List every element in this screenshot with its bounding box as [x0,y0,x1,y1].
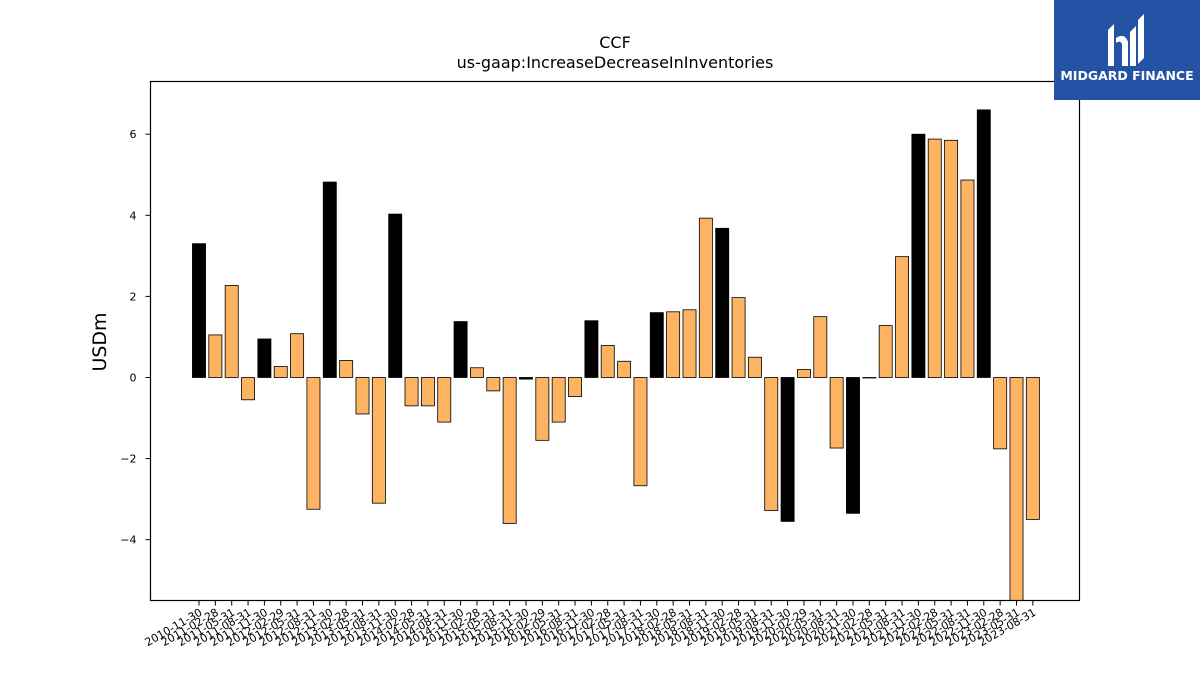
bar-2010-11-30 [192,243,206,378]
bar-2015-08-31 [502,377,517,524]
bar-2014-02-28 [404,377,419,407]
x-axis: 2010-11-302011-02-282011-05-312011-08-31… [143,600,1038,649]
bar-2011-08-31 [241,377,255,401]
bar-2012-05-31 [290,333,305,378]
chart-subtitle: us-gaap:IncreaseDecreaseInInventories [457,53,774,72]
bar-2018-02-28 [666,311,681,378]
bar-2019-08-31 [764,377,779,511]
bar-2011-02-28 [208,334,223,378]
bar-2019-05-31 [747,356,762,378]
bar-2016-08-31 [568,377,582,397]
bar-2021-11-30 [911,133,926,378]
y-tick-label: 0 [130,371,137,384]
bar-2012-02-29 [273,366,288,378]
bar-2021-08-31 [895,256,909,378]
bar-2023-05-31 [1009,377,1024,601]
bar-2019-11-30 [780,377,795,522]
y-axis: −4 −2 0 2 4 6 [120,128,151,547]
bar-2022-05-31 [944,139,959,378]
bar-2012-08-31 [306,377,321,510]
bar-2014-08-31 [437,377,452,423]
chart-title: CCF [599,33,631,52]
bar-2014-11-30 [453,321,468,378]
bar-2013-05-31 [355,377,370,415]
bar-2015-05-31 [486,377,501,392]
bar-2015-11-30 [519,377,533,380]
bar-2018-05-31 [682,309,697,378]
y-tick-label: −2 [120,453,136,466]
bar-2020-11-30 [846,377,860,514]
bar-2012-11-30 [322,181,337,378]
bar-2017-05-31 [617,360,632,378]
bar-2017-08-31 [633,377,648,487]
bar-2014-05-31 [420,377,435,407]
bar-2018-08-31 [698,217,713,378]
bar-2017-11-30 [649,312,664,378]
bar-2013-08-31 [371,377,386,504]
midgard-finance-logo: MIDGARD FINANCE [1054,0,1200,100]
bar-2023-02-28 [993,377,1008,450]
y-tick-label: 4 [130,209,137,222]
bar-2017-02-28 [600,345,615,378]
y-tick-label: −4 [120,534,136,547]
bar-2023-08-31 [1025,377,1040,520]
bar-2022-02-28 [927,138,942,378]
bar-2021-05-31 [878,325,893,378]
bar-2013-02-28 [339,360,354,378]
bar-2019-02-28 [731,297,746,378]
bar-2018-11-30 [715,227,730,378]
bars-group [192,109,1040,601]
y-axis-label: USDm [89,312,111,371]
bar-2016-11-30 [584,320,599,378]
y-tick-label: 6 [130,128,137,141]
bar-2011-11-30 [257,338,272,378]
bar-2015-02-28 [470,367,484,378]
bar-2021-02-28 [862,377,877,379]
bar-2016-05-31 [551,377,566,423]
bar-2016-02-29 [535,377,550,441]
bar-2020-02-29 [797,368,811,378]
bar-2011-05-31 [224,285,239,378]
bar-2020-05-31 [813,316,828,378]
bar-2022-08-31 [960,179,975,378]
bar-2022-11-30 [976,109,991,378]
bar-2020-08-31 [829,377,844,449]
logo-text: MIDGARD FINANCE [1060,68,1194,83]
logo-mark-icon [1108,14,1144,66]
bar-2013-11-30 [388,213,403,378]
y-tick-label: 2 [130,290,137,303]
plot-frame [149,80,1081,602]
